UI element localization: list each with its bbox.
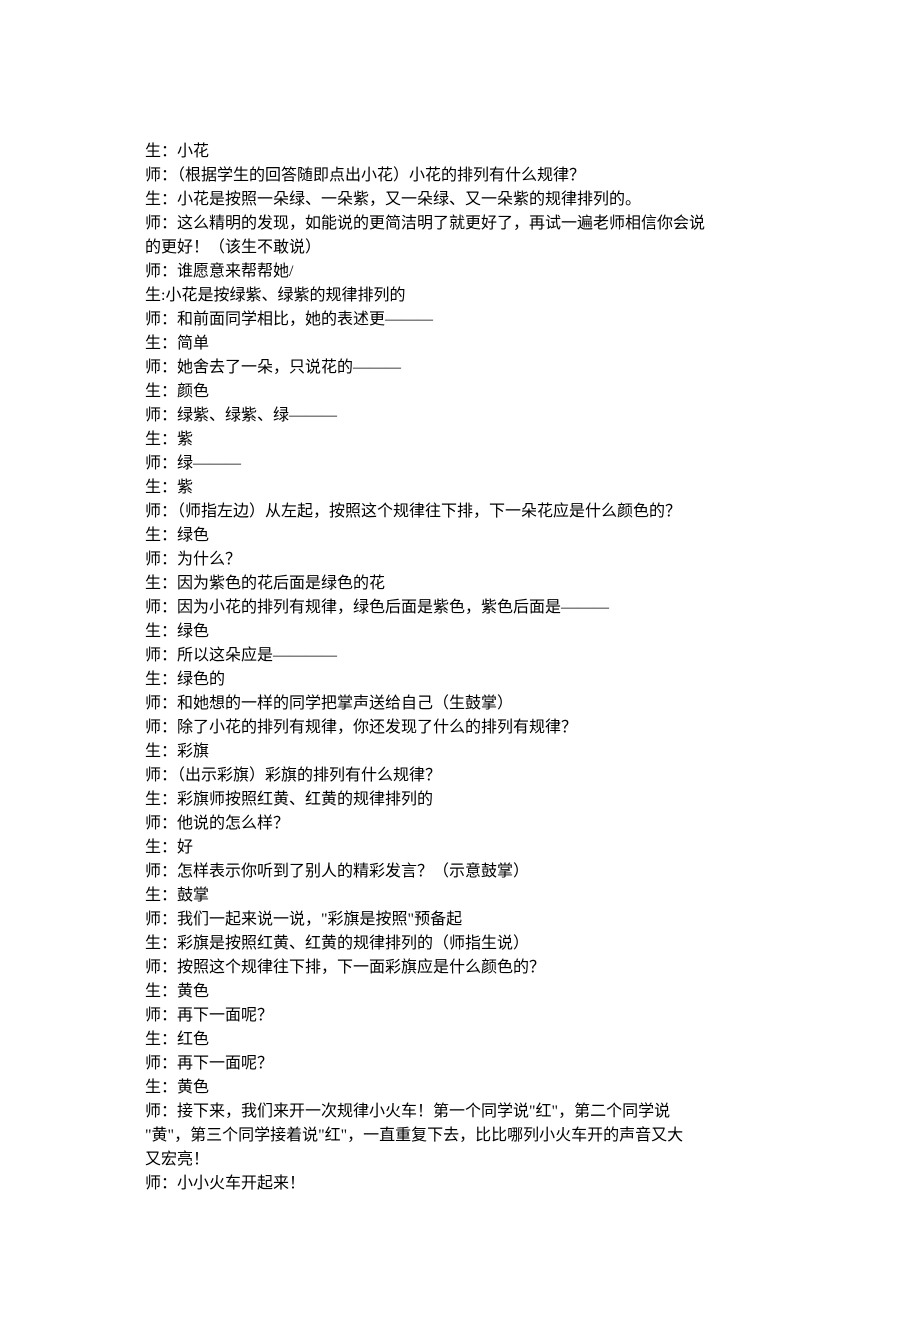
text-line: 师：和她想的一样的同学把掌声送给自己（生鼓掌） bbox=[145, 692, 780, 716]
text-line: 师：再下一面呢？ bbox=[145, 1052, 780, 1076]
text-line: 又宏亮！ bbox=[145, 1148, 780, 1172]
text-line: 生：绿色 bbox=[145, 524, 780, 548]
text-line: 师：她舍去了一朵，只说花的——— bbox=[145, 356, 780, 380]
text-line: 师：按照这个规律往下排，下一面彩旗应是什么颜色的？ bbox=[145, 956, 780, 980]
text-line: 生：黄色 bbox=[145, 980, 780, 1004]
text-line: 师：绿紫、绿紫、绿——— bbox=[145, 404, 780, 428]
text-line: 生：黄色 bbox=[145, 1076, 780, 1100]
text-line: 师：（根据学生的回答随即点出小花）小花的排列有什么规律？ bbox=[145, 164, 780, 188]
text-line: 师：再下一面呢？ bbox=[145, 1004, 780, 1028]
text-line: 生：小花是按照一朵绿、一朵紫，又一朵绿、又一朵紫的规律排列的。 bbox=[145, 188, 780, 212]
text-line: 师：这么精明的发现，如能说的更简洁明了就更好了，再试一遍老师相信你会说 bbox=[145, 212, 780, 236]
text-line: 生：绿色的 bbox=[145, 668, 780, 692]
text-line: 师：除了小花的排列有规律，你还发现了什么的排列有规律？ bbox=[145, 716, 780, 740]
text-line: 生：紫 bbox=[145, 476, 780, 500]
text-line: 生：彩旗是按照红黄、红黄的规律排列的（师指生说） bbox=[145, 932, 780, 956]
text-line: 生：鼓掌 bbox=[145, 884, 780, 908]
text-line: 生：因为紫色的花后面是绿色的花 bbox=[145, 572, 780, 596]
text-line: 生:小花是按绿紫、绿紫的规律排列的 bbox=[145, 284, 780, 308]
text-line: 生：简单 bbox=[145, 332, 780, 356]
text-line: 生：彩旗师按照红黄、红黄的规律排列的 bbox=[145, 788, 780, 812]
text-line: 师：他说的怎么样？ bbox=[145, 812, 780, 836]
text-line: 师：所以这朵应是———— bbox=[145, 644, 780, 668]
text-line: 师：怎样表示你听到了别人的精彩发言？（示意鼓掌） bbox=[145, 860, 780, 884]
text-line: 生：好 bbox=[145, 836, 780, 860]
text-line: 师：和前面同学相比，她的表述更——— bbox=[145, 308, 780, 332]
text-line: 的更好！（该生不敢说） bbox=[145, 236, 780, 260]
text-line: 生：紫 bbox=[145, 428, 780, 452]
text-line: 生：红色 bbox=[145, 1028, 780, 1052]
text-line: 师：为什么？ bbox=[145, 548, 780, 572]
text-line: 师：接下来，我们来开一次规律小火车！第一个同学说"红"，第二个同学说 bbox=[145, 1100, 780, 1124]
text-line: 师：我们一起来说一说，"彩旗是按照"预备起 bbox=[145, 908, 780, 932]
text-line: 生：彩旗 bbox=[145, 740, 780, 764]
text-line: 师：因为小花的排列有规律，绿色后面是紫色，紫色后面是——— bbox=[145, 596, 780, 620]
document-content: 生：小花师：（根据学生的回答随即点出小花）小花的排列有什么规律？生：小花是按照一… bbox=[145, 140, 780, 1196]
text-line: 师：谁愿意来帮帮她/ bbox=[145, 260, 780, 284]
document-page: 生：小花师：（根据学生的回答随即点出小花）小花的排列有什么规律？生：小花是按照一… bbox=[0, 0, 920, 1336]
text-line: "黄"，第三个同学接着说"红"，一直重复下去，比比哪列小火车开的声音又大 bbox=[145, 1124, 780, 1148]
text-line: 师：绿——— bbox=[145, 452, 780, 476]
text-line: 生：颜色 bbox=[145, 380, 780, 404]
text-line: 师：（出示彩旗）彩旗的排列有什么规律？ bbox=[145, 764, 780, 788]
text-line: 生：小花 bbox=[145, 140, 780, 164]
text-line: 生：绿色 bbox=[145, 620, 780, 644]
text-line: 师：（师指左边）从左起，按照这个规律往下排，下一朵花应是什么颜色的？ bbox=[145, 500, 780, 524]
text-line: 师：小小火车开起来！ bbox=[145, 1172, 780, 1196]
